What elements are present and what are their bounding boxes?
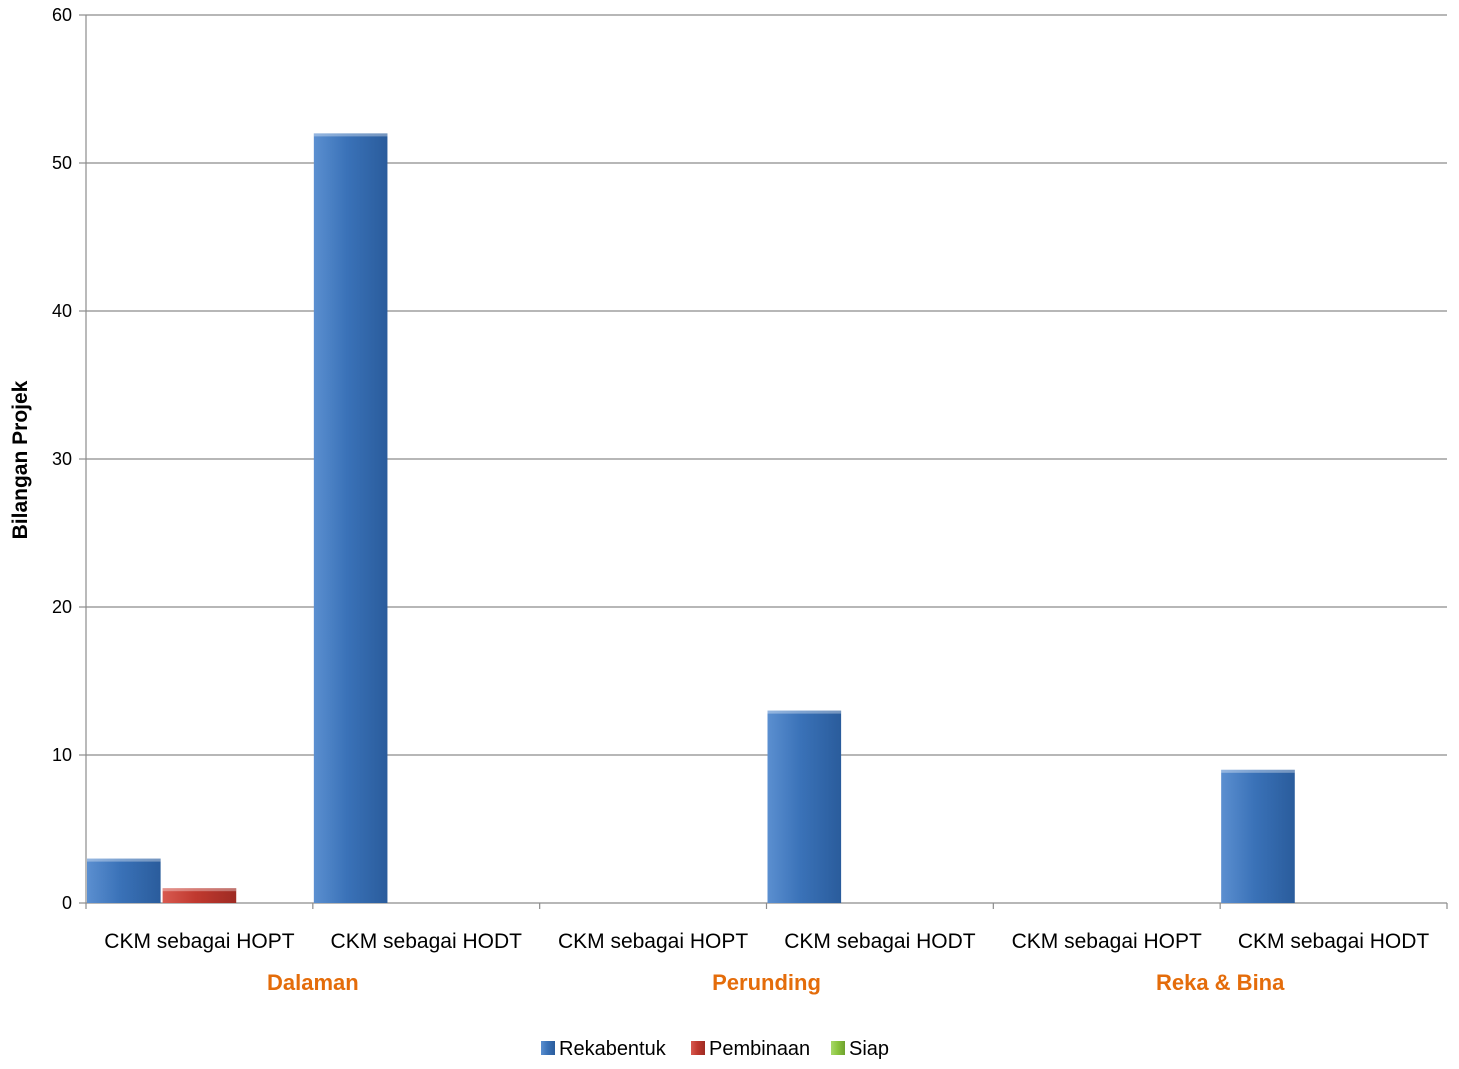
legend-swatch — [831, 1041, 845, 1055]
x-category-label: CKM sebagai HODT — [331, 930, 523, 953]
bar-rekabentuk — [313, 133, 388, 903]
legend-label: Siap — [849, 1038, 889, 1060]
y-tick-label: 30 — [52, 449, 72, 469]
x-category-label: CKM sebagai HOPT — [1012, 930, 1202, 953]
legend-label: Rekabentuk — [559, 1038, 667, 1060]
y-tick-label: 0 — [62, 893, 72, 913]
y-tick-label: 20 — [52, 597, 72, 617]
legend-swatch — [541, 1041, 555, 1055]
axes — [79, 14, 1448, 909]
bar-rekabentuk — [767, 710, 842, 903]
bar-highlight — [87, 858, 161, 862]
gridlines — [86, 14, 1447, 756]
legend-item-pembinaan: Pembinaan — [691, 1038, 810, 1060]
y-tick-label: 10 — [52, 745, 72, 765]
x-category-label: CKM sebagai HOPT — [558, 930, 748, 953]
legend: Rekabentuk Pembinaan Siap — [541, 1038, 889, 1060]
bar-highlight — [1221, 769, 1295, 773]
x-group-label: Perunding — [712, 970, 821, 995]
legend-label: Pembinaan — [709, 1038, 810, 1060]
bar-highlight — [767, 710, 842, 714]
bars — [87, 133, 1295, 903]
bar-highlight — [313, 133, 388, 137]
bar-rekabentuk — [87, 858, 161, 903]
bar-rekabentuk — [1221, 769, 1295, 903]
legend-swatch — [691, 1041, 705, 1055]
y-tick-label: 40 — [52, 301, 72, 321]
bar-pembinaan — [162, 888, 237, 903]
y-tick-label: 60 — [52, 5, 72, 25]
legend-item-siap: Siap — [831, 1038, 889, 1060]
x-category-label: CKM sebagai HOPT — [104, 930, 294, 953]
x-category-label: CKM sebagai HODT — [1238, 930, 1430, 953]
axis-labels: 0 10 20 30 40 50 60 CKM sebagai HOPT CKM sebagai… — [52, 5, 1429, 995]
x-group-label: Dalaman — [267, 970, 359, 995]
x-group-label: Reka & Bina — [1156, 970, 1285, 995]
x-category-label: CKM sebagai HODT — [784, 930, 976, 953]
legend-item-rekabentuk: Rekabentuk — [541, 1038, 667, 1060]
y-axis-title: Bilangan Projek — [9, 380, 32, 539]
y-tick-label: 50 — [52, 153, 72, 173]
bar-highlight — [162, 888, 237, 892]
